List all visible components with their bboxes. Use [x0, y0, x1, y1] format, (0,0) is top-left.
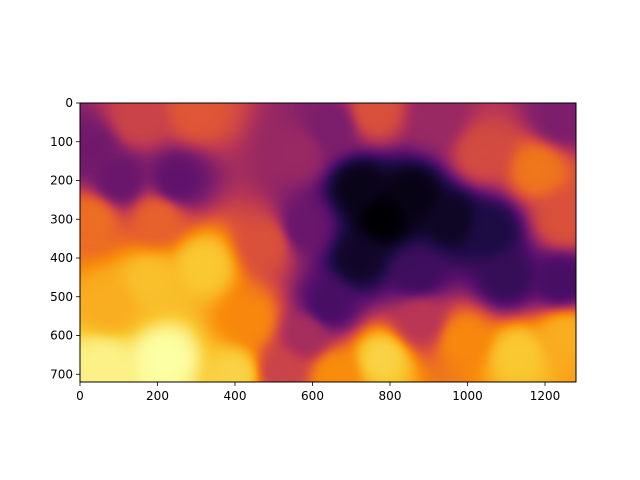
y-tick-label: 300 — [50, 212, 73, 226]
y-tick-label: 600 — [50, 329, 73, 343]
axes-frame — [79, 102, 577, 383]
heatmap-image-holder — [80, 103, 576, 382]
x-tick-label: 400 — [224, 389, 247, 403]
y-tick-label: 0 — [65, 96, 73, 110]
x-tick-label: 800 — [379, 389, 402, 403]
y-tick-label: 100 — [50, 135, 73, 149]
heatmap-image — [80, 103, 576, 382]
x-tick-label: 1200 — [530, 389, 561, 403]
plot-area — [79, 102, 577, 383]
y-tick-label: 700 — [50, 367, 73, 381]
y-tick-label: 500 — [50, 290, 73, 304]
y-tick-label: 400 — [50, 251, 73, 265]
x-axis: 0 200 400 600 800 1000 1200 — [76, 382, 560, 403]
x-tick-label: 600 — [301, 389, 324, 403]
y-tick-label: 200 — [50, 174, 73, 188]
y-axis: 0 100 200 300 400 500 600 700 — [50, 96, 80, 381]
x-tick-label: 0 — [76, 389, 84, 403]
x-tick-label: 200 — [146, 389, 169, 403]
x-tick-label: 1000 — [452, 389, 483, 403]
